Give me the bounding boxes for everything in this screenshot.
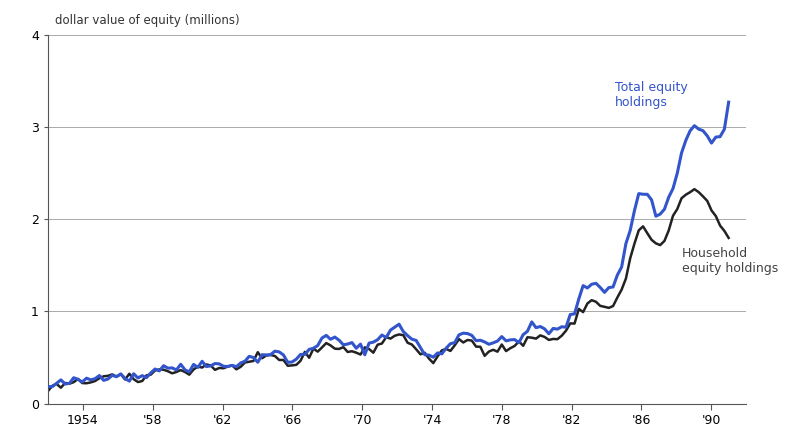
Text: Total equity
holdings: Total equity holdings [615, 81, 688, 109]
Text: dollar value of equity (millions): dollar value of equity (millions) [55, 15, 240, 27]
Text: Household
equity holdings: Household equity holdings [682, 247, 778, 274]
